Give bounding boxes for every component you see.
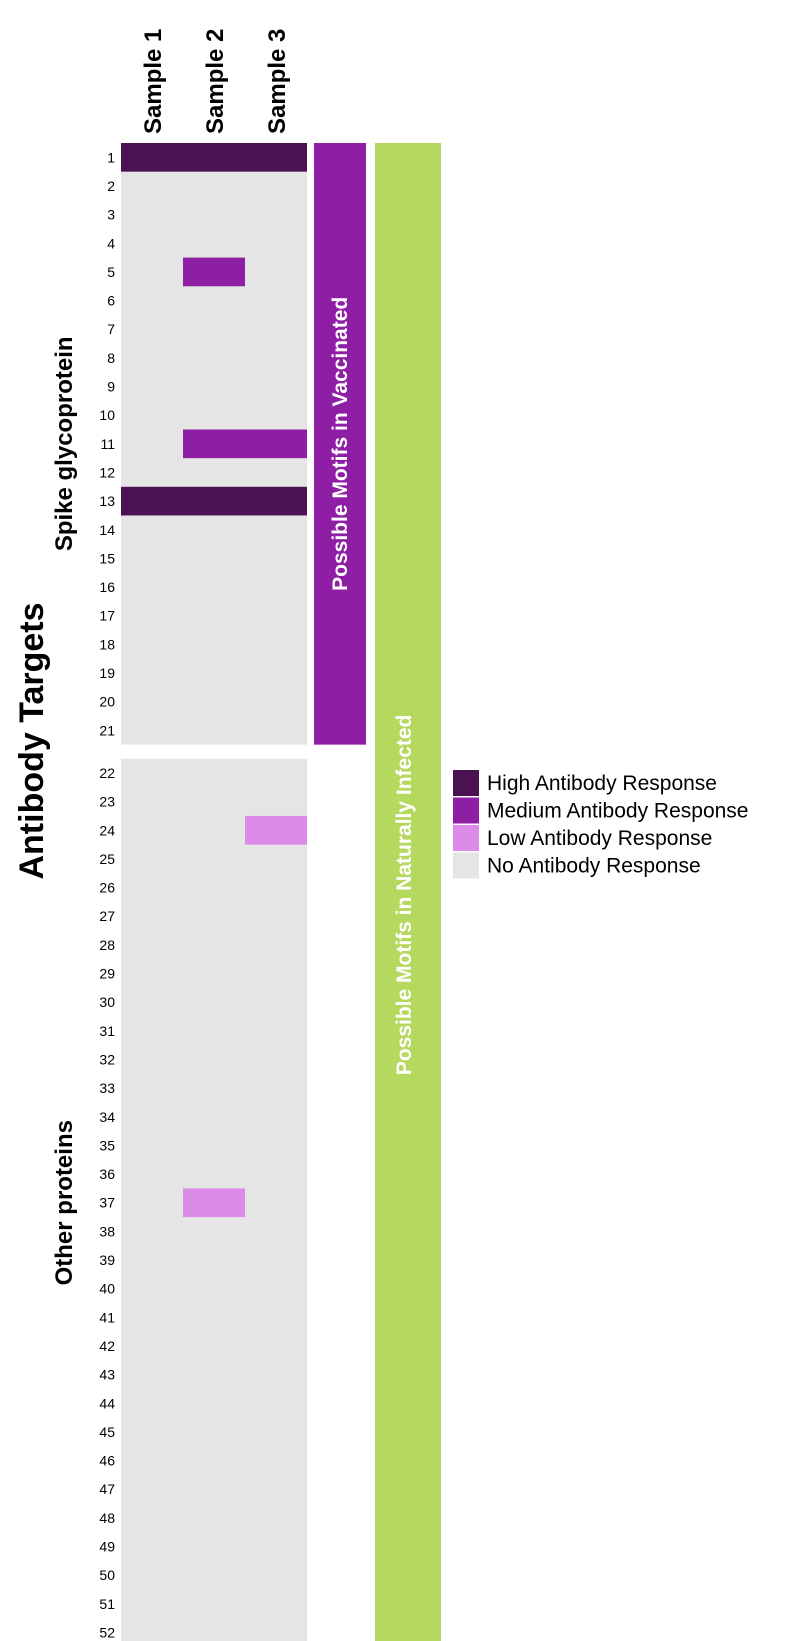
column-label: Sample 3 — [264, 29, 291, 134]
row-tick-label: 28 — [99, 937, 115, 953]
legend-swatch-1 — [453, 770, 479, 796]
column-label: Sample 2 — [202, 29, 229, 134]
heatmap-cell-row11-col3 — [245, 429, 307, 459]
legend-swatch-2 — [453, 797, 479, 824]
row-tick-label: 5 — [107, 264, 115, 280]
row-tick-label: 8 — [107, 350, 115, 366]
group-label: Spike glycoprotein — [51, 336, 78, 551]
row-tick-label: 33 — [99, 1080, 115, 1096]
row-tick-label: 17 — [99, 608, 115, 624]
heatmap-cell-row11-col2 — [183, 429, 245, 459]
row-tick-label: 52 — [99, 1624, 115, 1640]
row-tick-label: 42 — [99, 1338, 115, 1354]
annotation-bands: Possible Motifs in Vaccinated Possible Mo… — [314, 143, 441, 1641]
group-label: Other proteins — [51, 1120, 78, 1285]
legend-label-3: Low Antibody Response — [487, 827, 712, 850]
row-tick-label: 44 — [99, 1395, 115, 1411]
row-tick-label: 29 — [99, 966, 115, 982]
row-tick-label: 6 — [107, 293, 115, 309]
row-tick-label: 31 — [99, 1023, 115, 1039]
row-tick-label: 32 — [99, 1051, 115, 1067]
row-tick-label: 13 — [99, 493, 115, 509]
heatmap-cell-row1-col2 — [183, 143, 245, 172]
row-tick-label: 16 — [99, 579, 115, 595]
row-tick-label: 48 — [99, 1510, 115, 1526]
group-labels: Spike glycoprotein Other proteins — [51, 336, 78, 1285]
column-label: Sample 1 — [140, 29, 167, 134]
legend: High Antibody Response Medium Antibody Re… — [453, 770, 749, 879]
row-tick-label: 34 — [99, 1109, 115, 1125]
row-tick-label: 41 — [99, 1309, 115, 1325]
row-tick-label: 38 — [99, 1223, 115, 1239]
row-tick-label: 15 — [99, 550, 115, 566]
heatmap-cell-row13-col2 — [183, 486, 245, 516]
row-tick-label: 45 — [99, 1424, 115, 1440]
legend-swatch-4 — [453, 852, 479, 879]
row-tick-label: 49 — [99, 1539, 115, 1555]
annotation-band-2 — [375, 143, 441, 1641]
row-tick-label: 22 — [99, 765, 115, 781]
heatmap-cell-row37-col2 — [183, 1188, 245, 1218]
row-tick-label: 51 — [99, 1596, 115, 1612]
annotation-band-label: Possible Motifs in Naturally Infected — [393, 715, 416, 1076]
row-tick-label: 19 — [99, 665, 115, 681]
row-tick-label: 9 — [107, 379, 115, 395]
row-tick-label: 26 — [99, 880, 115, 896]
legend-label-1: High Antibody Response — [487, 772, 717, 795]
annotation-band-label: Possible Motifs in Vaccinated — [329, 297, 352, 591]
column-labels: Sample 1 Sample 2 Sample 3 — [140, 29, 291, 134]
row-tick-label: 27 — [99, 908, 115, 924]
row-tick-label: 12 — [99, 464, 115, 480]
row-tick-label: 18 — [99, 636, 115, 652]
row-tick-label: 43 — [99, 1367, 115, 1383]
heatmap-cell-row13-col1 — [121, 486, 183, 516]
row-tick-label: 35 — [99, 1137, 115, 1153]
row-tick-label: 25 — [99, 851, 115, 867]
heatmap-cell-row24-col3 — [245, 815, 307, 845]
row-tick-label: 21 — [99, 722, 115, 738]
heatmap-cell-row1-col3 — [245, 143, 307, 172]
row-tick-label: 24 — [99, 822, 115, 838]
heatmap-cell-row5-col2 — [183, 257, 245, 287]
row-tick-label: 30 — [99, 994, 115, 1010]
row-tick-label: 50 — [99, 1567, 115, 1583]
heatmap-cells — [121, 143, 307, 1641]
heatmap-cell-row13-col3 — [245, 486, 307, 516]
row-tick-label: 3 — [107, 207, 115, 223]
row-tick-label: 46 — [99, 1453, 115, 1469]
row-tick-label: 20 — [99, 694, 115, 710]
chart-title: Antibody Targets — [13, 602, 51, 879]
row-tick-label: 4 — [107, 235, 115, 251]
heatmap-cell-row1-col1 — [121, 143, 183, 172]
row-tick-label: 1 — [107, 149, 115, 165]
legend-label-4: No Antibody Response — [487, 855, 701, 878]
legend-label-2: Medium Antibody Response — [487, 800, 749, 823]
row-tick-label: 7 — [107, 321, 115, 337]
row-tick-label: 36 — [99, 1166, 115, 1182]
row-tick-labels: 1234567891011121314151617181920212223242… — [99, 149, 115, 1640]
row-tick-label: 37 — [99, 1195, 115, 1211]
row-tick-label: 39 — [99, 1252, 115, 1268]
row-tick-label: 11 — [100, 436, 115, 452]
row-tick-label: 47 — [99, 1481, 115, 1497]
row-tick-label: 10 — [99, 407, 115, 423]
row-tick-label: 40 — [99, 1281, 115, 1297]
legend-swatch-3 — [453, 825, 479, 851]
row-tick-label: 2 — [107, 178, 115, 194]
annotation-band-1 — [314, 143, 366, 745]
row-tick-label: 23 — [99, 794, 115, 810]
row-tick-label: 14 — [99, 522, 115, 538]
